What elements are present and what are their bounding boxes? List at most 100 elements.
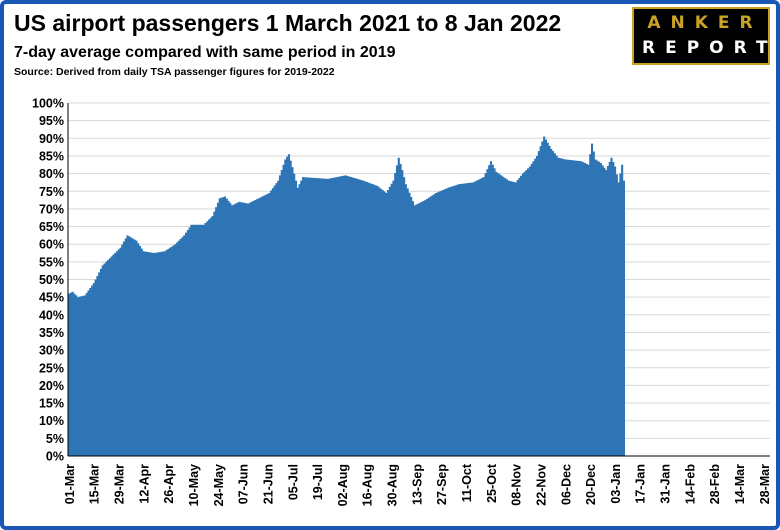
x-tick-label: 26-Apr xyxy=(162,464,176,504)
data-bar xyxy=(599,163,602,456)
x-tick-label: 02-Aug xyxy=(336,464,350,506)
data-bar xyxy=(225,198,228,456)
data-bar xyxy=(466,183,469,457)
data-bar xyxy=(516,180,519,456)
data-bar xyxy=(296,187,299,456)
data-bar xyxy=(539,146,542,456)
data-bar xyxy=(266,193,269,456)
logo-word-report: REPORT xyxy=(642,38,778,58)
data-bar xyxy=(518,178,521,456)
y-tick-label: 85% xyxy=(39,149,64,163)
data-bar xyxy=(73,293,76,456)
data-bar xyxy=(475,180,478,456)
data-bar xyxy=(543,136,546,456)
data-bar xyxy=(622,180,625,456)
x-tick-label: 15-Mar xyxy=(88,464,102,504)
data-bar xyxy=(121,244,124,456)
data-bar xyxy=(507,180,510,456)
data-bar xyxy=(216,202,220,456)
data-bar xyxy=(583,163,586,456)
data-bar xyxy=(380,188,383,457)
data-bar xyxy=(362,180,365,456)
data-bar xyxy=(401,170,404,456)
x-tick-label: 06-Dec xyxy=(559,464,573,505)
data-bar xyxy=(610,157,613,456)
data-bar xyxy=(555,155,558,457)
data-bar xyxy=(310,177,313,456)
data-bar xyxy=(193,224,196,456)
data-bar xyxy=(564,159,567,457)
data-bar xyxy=(218,198,221,456)
data-bar xyxy=(594,159,597,457)
data-bar xyxy=(569,160,572,456)
data-bar xyxy=(319,178,322,456)
data-bar xyxy=(229,203,232,456)
y-tick-label: 80% xyxy=(39,167,64,181)
data-bar xyxy=(348,176,351,456)
data-bar xyxy=(349,176,352,457)
data-bar xyxy=(204,223,207,456)
y-tick-label: 5% xyxy=(46,432,64,446)
data-bar xyxy=(330,178,333,456)
x-tick-label: 08-Nov xyxy=(510,464,524,506)
data-bar xyxy=(346,175,349,456)
data-bar xyxy=(183,235,186,456)
data-bar xyxy=(587,164,590,456)
chart-subtitle: 7-day average compared with same period … xyxy=(14,44,396,61)
data-bar xyxy=(278,175,282,457)
data-bar xyxy=(383,191,386,456)
x-tick-label: 20-Dec xyxy=(584,464,598,505)
data-bar xyxy=(248,202,251,456)
x-tick-label: 16-Aug xyxy=(361,464,375,506)
data-bar xyxy=(149,252,152,456)
data-bar xyxy=(536,155,539,456)
data-bar xyxy=(486,169,489,456)
y-tick-label: 100% xyxy=(32,97,64,111)
data-bar xyxy=(358,179,361,456)
data-bar xyxy=(89,287,92,456)
data-bar xyxy=(284,159,287,457)
x-tick-label: 25-Oct xyxy=(485,463,499,503)
data-bar xyxy=(172,245,175,456)
data-bar xyxy=(275,183,278,457)
y-tick-label: 60% xyxy=(39,238,64,252)
data-bar xyxy=(154,252,157,456)
x-tick-label: 17-Jan xyxy=(634,464,648,504)
y-tick-label: 40% xyxy=(39,308,64,322)
data-bar xyxy=(523,171,526,456)
data-bar xyxy=(378,187,381,456)
data-bar xyxy=(447,187,450,456)
data-bar xyxy=(277,180,280,456)
x-tick-label: 11-Oct xyxy=(460,463,474,502)
data-bar xyxy=(605,170,608,456)
data-bar xyxy=(399,163,402,456)
data-bar xyxy=(369,183,372,456)
data-bar xyxy=(559,158,562,456)
data-bar xyxy=(403,177,406,456)
data-bar xyxy=(497,173,500,457)
data-bar xyxy=(195,224,198,456)
data-bar xyxy=(312,177,315,457)
data-bar xyxy=(188,227,191,456)
data-bar xyxy=(553,153,556,457)
data-bar xyxy=(582,162,585,456)
x-tick-label: 22-Nov xyxy=(534,464,548,506)
data-bar xyxy=(458,184,461,456)
data-bar xyxy=(300,180,303,456)
data-bar xyxy=(450,186,454,456)
data-bar xyxy=(388,186,391,456)
data-bar xyxy=(268,193,271,456)
data-bar xyxy=(429,196,432,457)
data-bar xyxy=(220,197,223,456)
data-bar xyxy=(530,163,533,456)
data-bar xyxy=(415,204,418,456)
data-bar xyxy=(75,295,78,456)
data-bar xyxy=(433,194,436,457)
data-bar xyxy=(273,185,276,457)
data-bar xyxy=(495,171,498,456)
x-tick-label: 12-Apr xyxy=(137,464,151,504)
data-bar xyxy=(364,181,367,456)
y-tick-label: 35% xyxy=(39,326,64,340)
data-bar xyxy=(107,260,110,456)
data-bar xyxy=(316,178,319,457)
